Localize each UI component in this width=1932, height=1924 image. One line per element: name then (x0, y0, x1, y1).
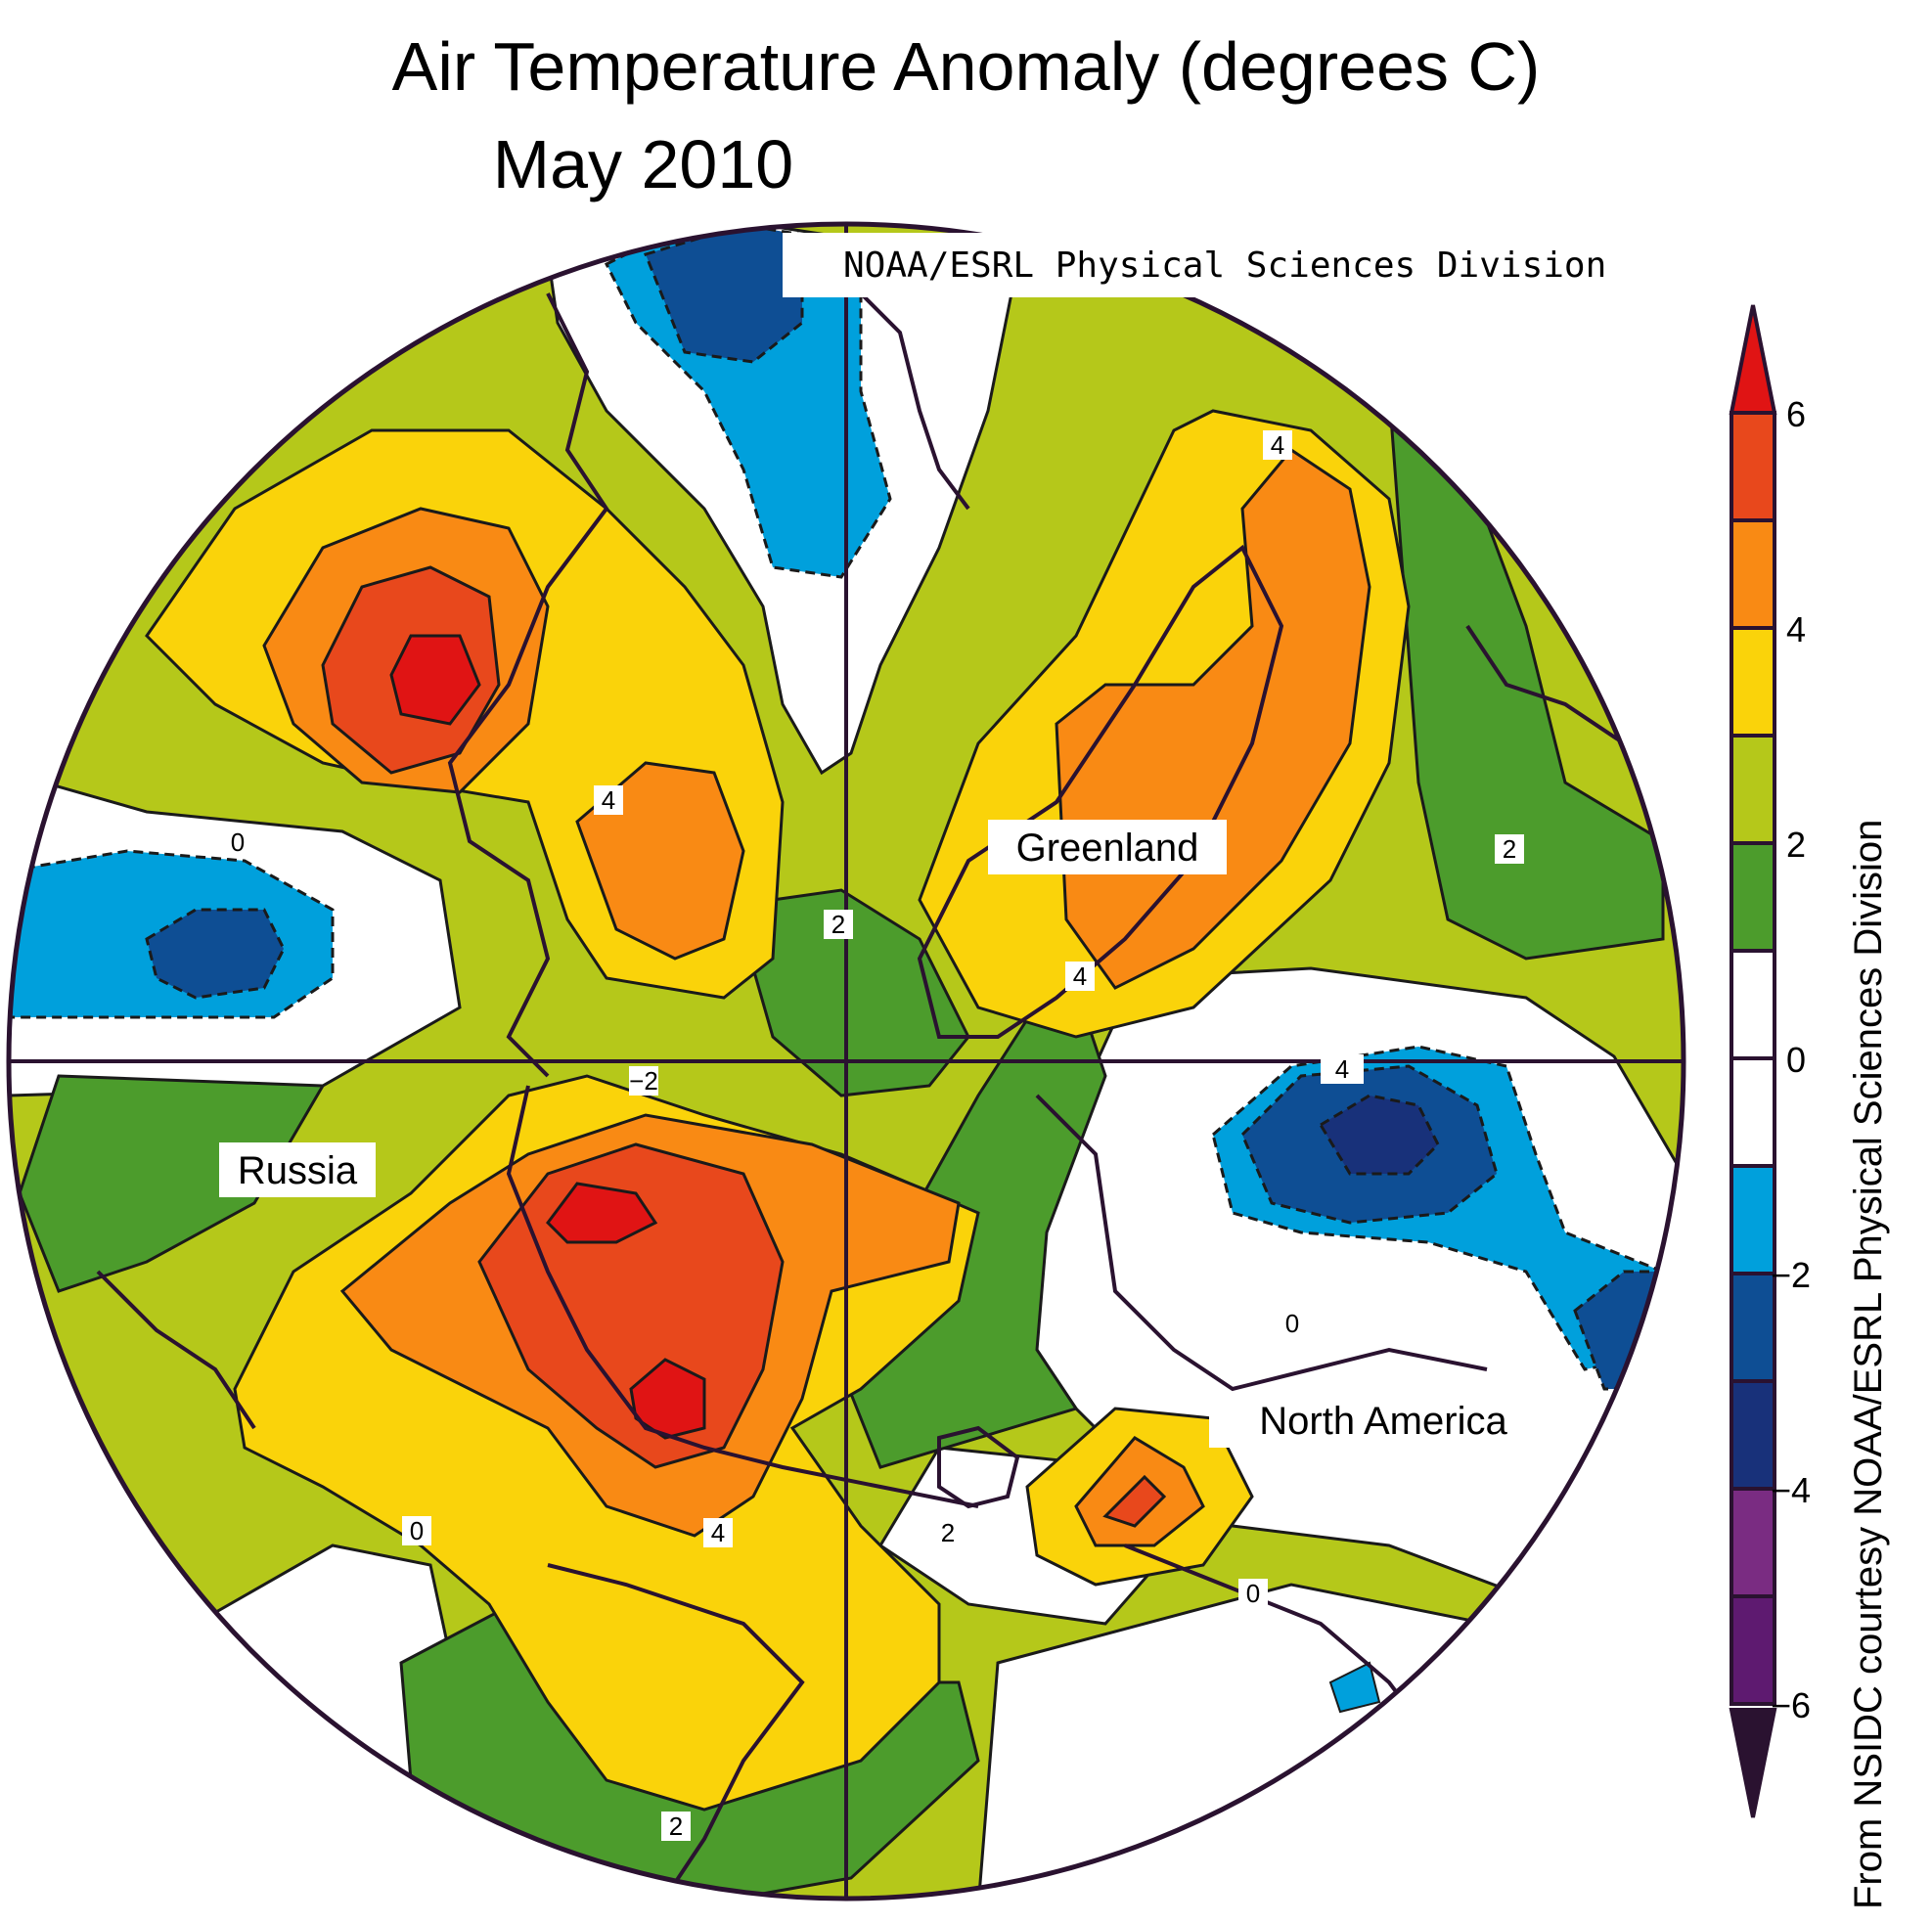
contour-label: 4 (1321, 1054, 1364, 1084)
colorbar-tick: −4 (1771, 1470, 1811, 1510)
colorbar-band (1730, 734, 1776, 845)
colorbar-ticks: 6 4 2 0 −2 −4 −6 (1771, 394, 1811, 1725)
zone-1-2-east (1387, 387, 1665, 961)
svg-text:0: 0 (231, 828, 245, 857)
contour-label: 4 (1263, 430, 1292, 460)
colorbar-band (1730, 626, 1776, 738)
contour-label: 2 (824, 910, 853, 939)
colorbar-tick: 4 (1786, 609, 1806, 649)
north-america-label: North America (1259, 1400, 1507, 1443)
contour-label: 0 (1238, 1579, 1268, 1608)
source-label-box (783, 233, 1692, 297)
zone-5-6-alaska (1102, 1474, 1167, 1528)
svg-text:4: 4 (602, 785, 615, 815)
north-america-label-box (1209, 1393, 1557, 1448)
colorbar-band (1730, 1272, 1776, 1383)
greenland-label: Greenland (1016, 827, 1199, 870)
colorbar-tick: −2 (1771, 1255, 1811, 1295)
colorbar-band (1730, 411, 1776, 522)
contour-label: 2 (1495, 834, 1524, 864)
contour-label: 0 (1278, 1309, 1307, 1338)
svg-text:0: 0 (1285, 1309, 1299, 1338)
colorbar-over-triangle (1729, 304, 1777, 415)
coastlines (96, 291, 1626, 1899)
colorbar-band (1730, 1056, 1776, 1168)
colorbar-band (1730, 841, 1776, 953)
svg-text:4: 4 (711, 1518, 725, 1547)
svg-text:4: 4 (1271, 430, 1284, 460)
zone-cold-east-core (1318, 1094, 1440, 1176)
contour-label: 0 (402, 1516, 431, 1545)
chart-title: Air Temperature Anomaly (degrees C) (391, 28, 1541, 105)
svg-text:2: 2 (831, 910, 845, 939)
colorbar-tick: 0 (1786, 1040, 1806, 1080)
contour-label: 0 (223, 828, 252, 857)
svg-text:2: 2 (941, 1518, 955, 1547)
colorbar-band (1730, 1594, 1776, 1706)
svg-text:0: 0 (410, 1516, 424, 1545)
contour-label: 4 (594, 785, 623, 815)
colorbar-under-triangle (1729, 1708, 1777, 1818)
credit-text: From NSIDC courtesy NOAA/ESRL Physical S… (1847, 819, 1890, 1909)
zone-over-6-laptev-a (546, 1182, 658, 1244)
zone-over-6-taymyr (389, 634, 481, 726)
svg-text:−2: −2 (629, 1066, 658, 1096)
svg-text:4: 4 (1335, 1054, 1349, 1084)
colorbar-band (1730, 1164, 1776, 1275)
svg-text:4: 4 (1073, 962, 1087, 991)
colorbar-tick: −6 (1771, 1685, 1811, 1725)
contour-label: 2 (933, 1518, 963, 1547)
colorbar-band (1730, 1379, 1776, 1491)
svg-text:2: 2 (669, 1812, 683, 1841)
colorbar-band (1730, 518, 1776, 630)
source-label: NOAA/ESRL Physical Sciences Division (843, 246, 1606, 286)
contour-labels: 0 4 2 4 2 4 −2 4 0 0 4 2 2 0 (223, 430, 1524, 1841)
zone-cold-west-deep (145, 908, 286, 1000)
map-boundary (6, 221, 1686, 1902)
colorbar-band (1730, 1487, 1776, 1598)
contour-label: 2 (661, 1812, 691, 1841)
colorbar-bands (1730, 411, 1776, 1706)
greenland-label-box (988, 820, 1227, 874)
svg-text:2: 2 (1503, 834, 1516, 864)
contour-label: −2 (629, 1066, 658, 1096)
colorbar: 6 4 2 0 −2 −4 −6 (1729, 304, 1811, 1818)
zone-cold-small (1328, 1661, 1381, 1714)
russia-label: Russia (238, 1149, 358, 1192)
colorbar-tick: 2 (1786, 825, 1806, 865)
chart-subtitle: May 2010 (492, 126, 794, 202)
colorbar-band (1730, 949, 1776, 1060)
contour-label: 4 (703, 1518, 733, 1547)
russia-label-box (219, 1142, 376, 1197)
zone-1-2-pole (751, 888, 970, 1097)
contour-label: 4 (1065, 962, 1095, 991)
svg-text:0: 0 (1246, 1579, 1260, 1608)
colorbar-tick: 6 (1786, 394, 1806, 434)
